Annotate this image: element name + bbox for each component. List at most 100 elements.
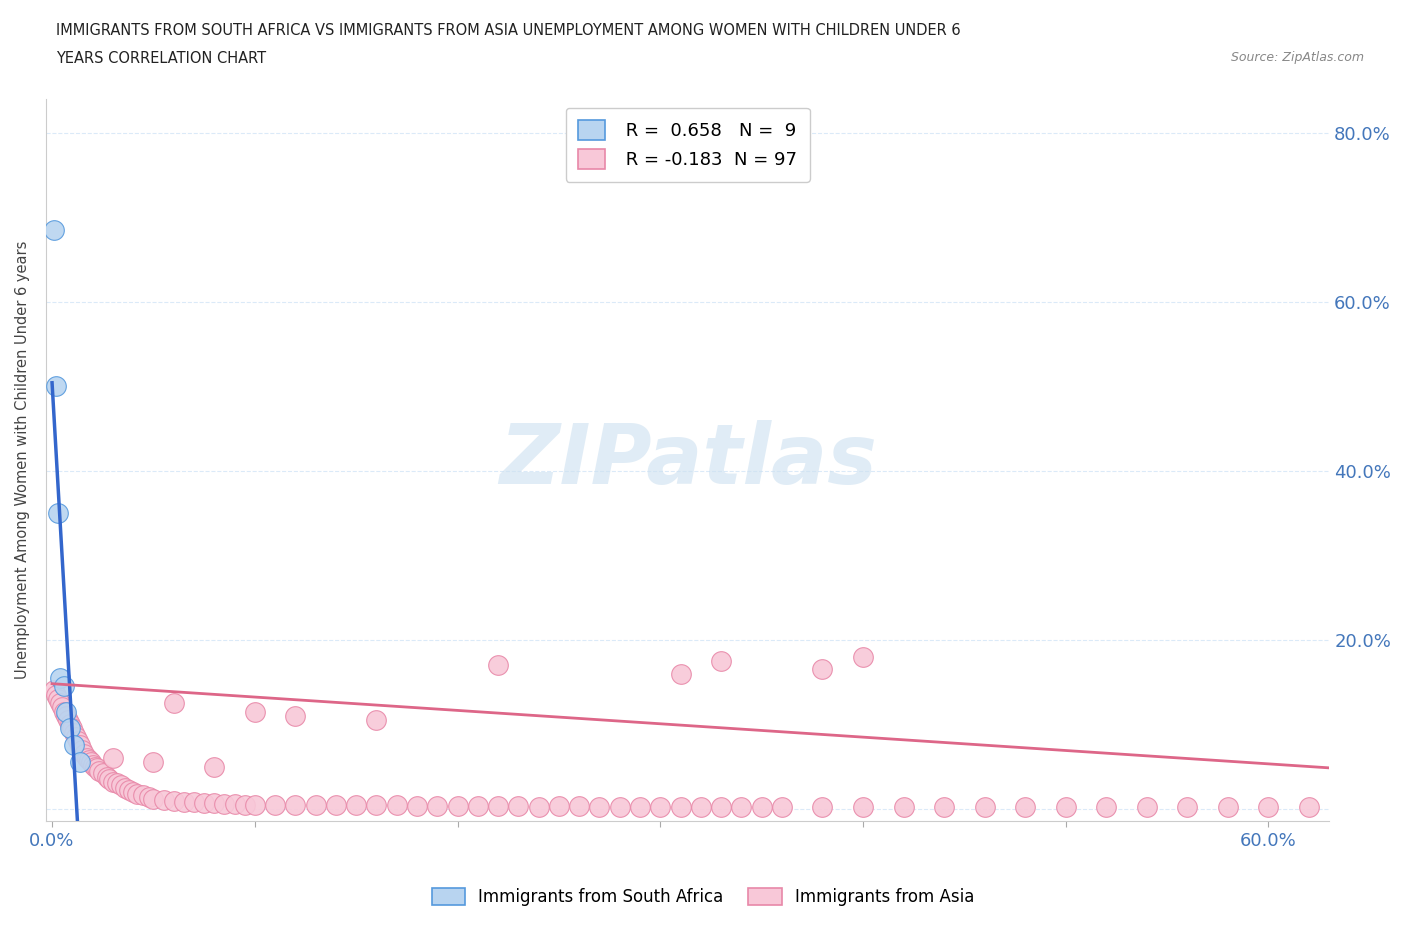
Point: [122, 785, 145, 800]
Point: [650, 800, 672, 815]
Point: [710, 800, 733, 815]
Point: [527, 800, 550, 815]
Point: [142, 755, 165, 770]
Point: [101, 751, 124, 765]
Point: [1216, 800, 1239, 815]
Point: [45, 379, 67, 393]
Point: [76, 751, 98, 765]
Point: [82, 757, 104, 772]
Point: [63, 738, 86, 753]
Y-axis label: Unemployment Among Women with Children Under 6 years: Unemployment Among Women with Children U…: [15, 241, 30, 679]
Point: [508, 799, 530, 814]
Point: [325, 798, 347, 813]
Point: [163, 793, 186, 808]
Point: [628, 800, 651, 815]
Point: [58, 712, 80, 727]
Point: [426, 799, 449, 814]
Point: [63, 725, 86, 740]
Point: [852, 800, 875, 815]
Point: [406, 799, 429, 814]
Point: [1136, 800, 1159, 815]
Point: [893, 800, 915, 815]
Point: [51, 700, 73, 715]
Point: [1298, 800, 1320, 815]
Point: [385, 798, 408, 813]
Text: Source: ZipAtlas.com: Source: ZipAtlas.com: [1230, 51, 1364, 64]
Point: [45, 687, 67, 702]
Point: [79, 755, 101, 770]
Point: [69, 755, 91, 770]
Point: [689, 800, 711, 815]
Point: [264, 797, 287, 812]
Point: [59, 717, 82, 732]
Point: [214, 796, 236, 811]
Point: [87, 764, 110, 778]
Point: [588, 800, 610, 815]
Point: [55, 709, 77, 724]
Point: [42, 683, 65, 698]
Point: [53, 679, 76, 694]
Point: [446, 799, 468, 814]
Point: [127, 786, 149, 801]
Point: [49, 671, 72, 685]
Point: [973, 800, 995, 815]
Point: [53, 704, 76, 719]
Point: [114, 780, 136, 795]
Point: [284, 709, 307, 724]
Point: [710, 654, 733, 669]
Point: [730, 800, 752, 815]
Point: [49, 696, 72, 711]
Point: [55, 704, 77, 719]
Point: [1054, 800, 1077, 815]
Point: [86, 761, 108, 776]
Point: [1175, 800, 1198, 815]
Point: [284, 798, 307, 813]
Point: [110, 777, 132, 792]
Point: [202, 759, 225, 774]
Point: [811, 800, 834, 815]
Point: [152, 793, 174, 808]
Point: [609, 800, 631, 815]
Point: [59, 721, 82, 736]
Point: [852, 649, 875, 664]
Point: [1095, 800, 1118, 815]
Point: [163, 696, 186, 711]
Legend: Immigrants from South Africa, Immigrants from Asia: Immigrants from South Africa, Immigrants…: [425, 881, 981, 912]
Point: [1014, 800, 1036, 815]
Point: [193, 795, 215, 810]
Point: [91, 766, 114, 781]
Point: [69, 738, 91, 753]
Point: [173, 794, 195, 809]
Point: [46, 692, 69, 707]
Point: [96, 769, 118, 784]
Point: [243, 704, 266, 719]
Point: [42, 222, 65, 237]
Point: [83, 759, 105, 774]
Text: YEARS CORRELATION CHART: YEARS CORRELATION CHART: [56, 51, 266, 66]
Point: [811, 662, 834, 677]
Point: [97, 772, 120, 787]
Point: [366, 798, 388, 813]
Point: [60, 721, 83, 736]
Point: [669, 666, 692, 681]
Point: [142, 791, 165, 806]
Point: [101, 775, 124, 790]
Point: [486, 658, 509, 672]
Point: [138, 790, 160, 804]
Point: [118, 783, 141, 798]
Point: [105, 776, 128, 790]
Point: [568, 799, 591, 814]
Legend:  R =  0.658   N =  9,  R = -0.183  N = 97: R = 0.658 N = 9, R = -0.183 N = 97: [565, 108, 810, 181]
Point: [65, 729, 87, 744]
Point: [467, 799, 489, 814]
Point: [344, 797, 367, 812]
Point: [73, 747, 96, 762]
Point: [224, 796, 246, 811]
Point: [486, 799, 509, 814]
Point: [304, 798, 326, 813]
Text: IMMIGRANTS FROM SOUTH AFRICA VS IMMIGRANTS FROM ASIA UNEMPLOYMENT AMONG WOMEN WI: IMMIGRANTS FROM SOUTH AFRICA VS IMMIGRAN…: [56, 23, 960, 38]
Point: [243, 797, 266, 812]
Point: [77, 752, 100, 767]
Point: [132, 788, 155, 803]
Point: [770, 800, 793, 815]
